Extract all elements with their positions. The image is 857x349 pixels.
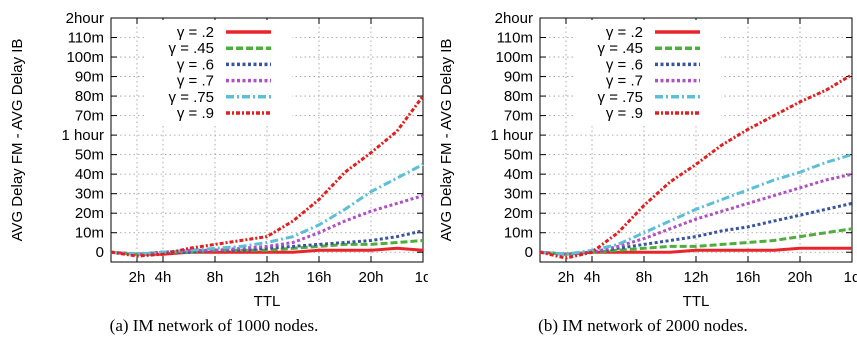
y-tick-label: 110m: [68, 30, 104, 47]
y-tick-label: 70m: [75, 108, 104, 125]
y-tick-label: 70m: [504, 108, 533, 125]
y-tick-label: 2hour: [66, 10, 104, 27]
y-tick-label: 1 hour: [490, 127, 533, 144]
legend-label: γ = .9: [606, 105, 643, 122]
x-tick-label: 8h: [636, 269, 653, 286]
chart-panel-b: 0 10m 20m 30m 40m 50m 1 hour 70m 80m 90m 100m 110m 2…: [429, 0, 857, 349]
legend-label: γ = .9: [177, 105, 214, 122]
x-axis-label: TTL: [254, 293, 281, 310]
y-tick-label: 2hour: [495, 10, 533, 27]
legend-label: γ = .45: [598, 40, 643, 57]
y-tick-label: 10m: [504, 225, 533, 242]
series-line: [539, 73, 853, 260]
chart-caption-a: (a) IM network of 1000 nodes.: [109, 316, 319, 335]
series-line: [539, 172, 853, 256]
y-tick-label: 90m: [504, 69, 533, 86]
y-tick-label: 90m: [75, 69, 104, 86]
x-tick-label: 20h: [787, 269, 812, 286]
y-axis-label: AVG Delay FM - AVG Delay IB: [438, 39, 455, 242]
x-axis-label: TTL: [683, 293, 710, 310]
y-tick-label: 10m: [75, 225, 104, 242]
series-line: [539, 153, 853, 256]
x-tick-label: 1d: [415, 269, 428, 286]
y-tick-label: 1 hour: [61, 127, 104, 144]
x-tick-label: 12h: [254, 269, 279, 286]
legend-label: γ = .2: [177, 24, 214, 41]
y-tick-label: 50m: [75, 147, 104, 164]
y-tick-label: 20m: [75, 205, 104, 222]
legend-label: γ = .7: [177, 73, 214, 90]
y-axis-label: AVG Delay FM - AVG Delay IB: [9, 39, 26, 242]
legend-label: γ = .2: [606, 24, 643, 41]
legend-background: [573, 20, 721, 124]
y-tick-label: 30m: [504, 186, 533, 203]
y-tick-label: 80m: [504, 88, 533, 105]
x-tick-label: 2h: [558, 269, 575, 286]
series-line: [110, 95, 425, 258]
legend-label: γ = .45: [169, 40, 214, 57]
x-tick-label: 4h: [155, 269, 172, 286]
y-tick-label: 40m: [504, 166, 533, 183]
x-tick-label: 16h: [735, 269, 760, 286]
chart-svg-a: 0 10m 20m 30m 40m 50m 1 hour 70m 80m 90m 100m 110m 2…: [9, 10, 428, 310]
y-tick-label: 110m: [497, 30, 533, 47]
x-tick-label: 20h: [358, 269, 383, 286]
y-tick-label: 80m: [75, 88, 104, 105]
legend-label: γ = .6: [606, 56, 643, 73]
y-tick-label: 20m: [504, 205, 533, 222]
legend-label: γ = .7: [606, 73, 643, 90]
y-tick-label: 100m: [495, 49, 533, 66]
legend-label: γ = .6: [177, 56, 214, 73]
legend-background: [144, 20, 292, 124]
y-tick-label: 100m: [66, 49, 104, 66]
series-line: [110, 163, 424, 256]
y-tick-label: 0: [525, 244, 533, 261]
x-tick-label: 12h: [683, 269, 708, 286]
chart-svg-b: 0 10m 20m 30m 40m 50m 1 hour 70m 80m 90m 100m 110m 2…: [438, 10, 857, 310]
y-tick-label: 30m: [75, 186, 104, 203]
y-tick-label: 0: [96, 244, 104, 261]
x-tick-label: 2h: [129, 269, 146, 286]
x-tick-label: 1d: [844, 269, 857, 286]
x-tick-label: 8h: [207, 269, 224, 286]
y-tick-label: 50m: [504, 147, 533, 164]
x-tick-label: 16h: [306, 269, 331, 286]
legend-label: γ = .75: [598, 89, 643, 106]
legend-label: γ = .75: [169, 89, 214, 106]
x-tick-label: 4h: [584, 269, 601, 286]
chart-panel-a: 0 10m 20m 30m 40m 50m 1 hour 70m 80m 90m 100m 110m 2…: [0, 0, 428, 349]
chart-caption-b: (b) IM network of 2000 nodes.: [538, 316, 748, 335]
y-tick-label: 40m: [75, 166, 104, 183]
